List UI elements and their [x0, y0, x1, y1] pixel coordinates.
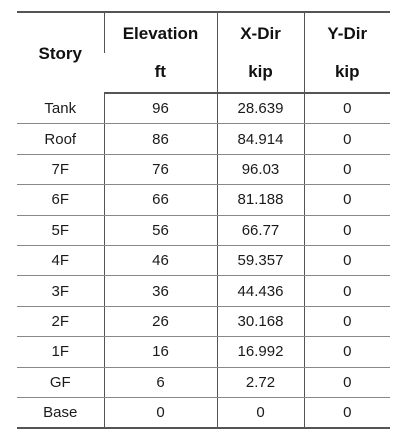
cell-story: 3F	[17, 275, 104, 307]
cell-y-dir: 0	[303, 154, 390, 186]
header-elevation: Elevation	[103, 11, 217, 53]
table-row: Tank 96 28.639 0	[17, 93, 390, 125]
cell-elevation: 86	[103, 123, 217, 155]
cell-elevation: 36	[103, 275, 217, 307]
header-y-dir: Y-Dir	[303, 11, 390, 53]
cell-elevation: 56	[103, 215, 217, 246]
table-row: 4F 46 59.357 0	[17, 245, 390, 277]
cell-elevation: 76	[103, 154, 217, 186]
table-row: 5F 56 66.77 0	[17, 215, 390, 246]
cell-y-dir: 0	[303, 397, 390, 430]
table-row: 3F 36 44.436 0	[17, 275, 390, 307]
cell-story: 1F	[17, 336, 104, 368]
table-row: 6F 66 81.188 0	[17, 184, 390, 216]
unit-y-dir: kip	[303, 53, 390, 94]
cell-story: Tank	[17, 93, 104, 125]
table-header: Story Elevation X-Dir Y-Dir ft kip kip	[17, 11, 390, 94]
cell-elevation: 0	[103, 397, 217, 430]
cell-x-dir: 0	[216, 397, 304, 430]
cell-y-dir: 0	[303, 245, 390, 277]
cell-y-dir: 0	[303, 184, 390, 216]
cell-y-dir: 0	[303, 367, 390, 398]
header-row-units: ft kip kip	[17, 53, 390, 94]
cell-elevation: 26	[103, 306, 217, 338]
table-row: Base 0 0 0	[17, 397, 390, 430]
cell-elevation: 16	[103, 336, 217, 368]
cell-story: Roof	[17, 123, 104, 155]
cell-story: 6F	[17, 184, 104, 216]
cell-y-dir: 0	[303, 306, 390, 338]
cell-story: 4F	[17, 245, 104, 277]
cell-x-dir: 30.168	[216, 306, 304, 338]
cell-x-dir: 59.357	[216, 245, 304, 277]
table-row: 1F 16 16.992 0	[17, 336, 390, 368]
unit-elevation: ft	[104, 53, 217, 94]
table-row: 2F 26 30.168 0	[17, 306, 390, 338]
cell-story: Base	[17, 397, 104, 430]
cell-y-dir: 0	[303, 215, 390, 246]
cell-story: 5F	[17, 215, 104, 246]
story-force-table: Story Elevation X-Dir Y-Dir ft kip kip T…	[17, 11, 390, 430]
header-row-titles: Story Elevation X-Dir Y-Dir	[17, 11, 390, 93]
cell-elevation: 46	[103, 245, 217, 277]
cell-y-dir: 0	[303, 275, 390, 307]
cell-x-dir: 84.914	[216, 123, 304, 155]
cell-elevation: 6	[103, 367, 217, 398]
cell-x-dir: 96.03	[216, 154, 304, 186]
cell-x-dir: 44.436	[216, 275, 304, 307]
table-row: Roof 86 84.914 0	[17, 123, 390, 155]
cell-x-dir: 2.72	[216, 367, 304, 398]
header-x-dir: X-Dir	[216, 11, 304, 53]
cell-story: 7F	[17, 154, 104, 186]
cell-x-dir: 81.188	[216, 184, 304, 216]
cell-x-dir: 66.77	[216, 215, 304, 246]
unit-x-dir: kip	[216, 53, 304, 94]
cell-x-dir: 16.992	[216, 336, 304, 368]
cell-y-dir: 0	[303, 123, 390, 155]
table-row: 7F 76 96.03 0	[17, 154, 390, 186]
cell-story: GF	[17, 367, 104, 398]
header-story: Story	[17, 11, 104, 93]
cell-y-dir: 0	[303, 93, 390, 125]
table-row: GF 6 2.72 0	[17, 367, 390, 398]
cell-story: 2F	[17, 306, 104, 338]
cell-y-dir: 0	[303, 336, 390, 368]
cell-x-dir: 28.639	[216, 93, 304, 125]
cell-elevation: 66	[103, 184, 217, 216]
table-body: Tank 96 28.639 0 Roof 86 84.914 0 7F 76 …	[17, 93, 390, 430]
cell-elevation: 96	[103, 93, 217, 125]
